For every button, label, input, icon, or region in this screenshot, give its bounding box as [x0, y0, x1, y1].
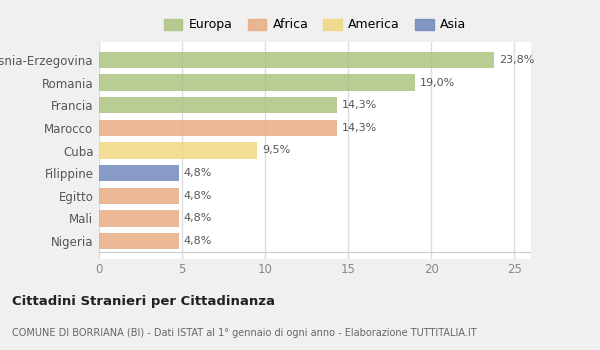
Text: COMUNE DI BORRIANA (BI) - Dati ISTAT al 1° gennaio di ogni anno - Elaborazione T: COMUNE DI BORRIANA (BI) - Dati ISTAT al … [12, 328, 476, 338]
Text: 4,8%: 4,8% [184, 214, 212, 223]
Bar [99, 142, 257, 159]
Bar [99, 210, 179, 226]
Bar [99, 75, 415, 91]
Bar [99, 97, 337, 113]
Bar [99, 233, 179, 249]
Bar [99, 165, 179, 181]
Text: 14,3%: 14,3% [341, 100, 377, 110]
Text: 9,5%: 9,5% [262, 146, 290, 155]
Bar [99, 52, 494, 68]
Text: 23,8%: 23,8% [499, 55, 535, 65]
Text: 19,0%: 19,0% [419, 78, 455, 88]
Bar [99, 120, 337, 136]
Legend: Europa, Africa, America, Asia: Europa, Africa, America, Asia [164, 19, 466, 32]
Text: 4,8%: 4,8% [184, 168, 212, 178]
Bar [99, 188, 179, 204]
Text: Cittadini Stranieri per Cittadinanza: Cittadini Stranieri per Cittadinanza [12, 294, 275, 308]
Text: 4,8%: 4,8% [184, 236, 212, 246]
Text: 4,8%: 4,8% [184, 191, 212, 201]
Text: 14,3%: 14,3% [341, 123, 377, 133]
